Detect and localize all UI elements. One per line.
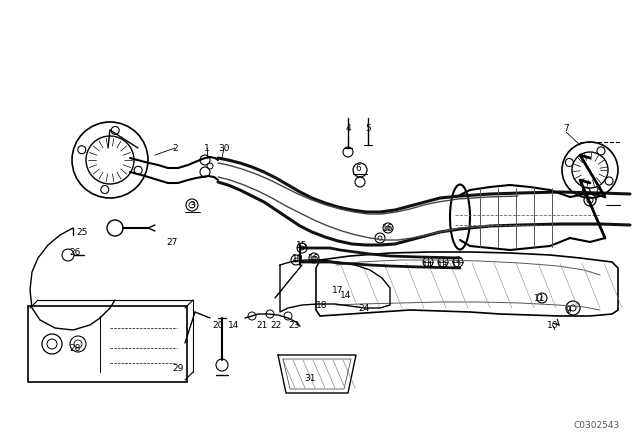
Text: 19: 19: [292, 254, 304, 263]
Text: 25: 25: [76, 228, 88, 237]
Text: 16: 16: [308, 254, 320, 263]
Text: 5: 5: [365, 124, 371, 133]
Text: 14: 14: [340, 290, 352, 300]
Text: 11: 11: [534, 293, 546, 302]
Text: 21: 21: [256, 320, 268, 329]
Text: 7: 7: [563, 124, 569, 133]
Text: 18: 18: [316, 301, 328, 310]
Text: 16: 16: [382, 224, 394, 233]
Text: 31: 31: [304, 374, 316, 383]
Text: 8: 8: [595, 185, 601, 194]
Text: 20: 20: [212, 320, 224, 329]
Text: 28: 28: [69, 344, 81, 353]
Text: 14: 14: [228, 320, 240, 329]
Text: 23: 23: [288, 320, 300, 329]
Text: 3: 3: [189, 201, 195, 210]
Text: 6: 6: [355, 164, 361, 172]
Text: 10: 10: [547, 320, 559, 329]
Text: 30: 30: [218, 143, 230, 152]
Text: 4: 4: [345, 124, 351, 133]
Text: C0302543: C0302543: [573, 421, 620, 430]
Text: 2: 2: [172, 143, 178, 152]
Text: 27: 27: [166, 237, 178, 246]
Text: 9: 9: [565, 306, 571, 314]
Text: 12: 12: [451, 260, 463, 270]
Text: 26: 26: [69, 247, 81, 257]
Text: 17: 17: [332, 285, 344, 294]
Text: 29: 29: [172, 363, 184, 372]
Text: 13: 13: [437, 260, 449, 270]
Text: 24: 24: [358, 303, 370, 313]
Text: 15: 15: [296, 241, 308, 250]
Text: 22: 22: [270, 320, 282, 329]
Text: 1: 1: [204, 143, 210, 152]
Text: 14: 14: [422, 260, 434, 270]
